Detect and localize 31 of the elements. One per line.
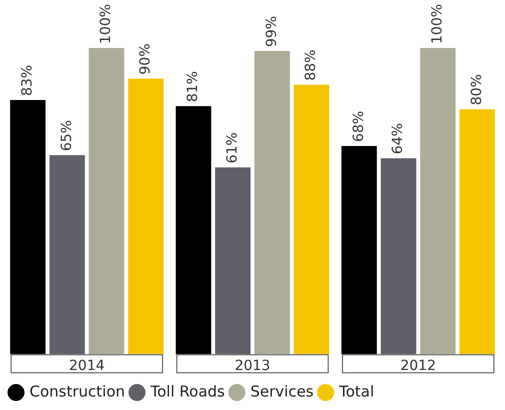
bar <box>380 158 416 354</box>
bar <box>10 100 46 354</box>
data-label: 99% <box>264 16 280 48</box>
data-label: 64% <box>390 123 406 154</box>
legend-label: Services <box>250 382 314 400</box>
x-tick-label: 2014 <box>69 358 105 374</box>
bar <box>176 106 212 354</box>
data-label: 61% <box>224 132 240 164</box>
legend-label: Toll Roads <box>150 382 226 400</box>
legend-label: Total <box>338 382 374 400</box>
x-tick-label: 2012 <box>400 358 436 374</box>
bar <box>128 78 164 354</box>
bar <box>459 109 495 354</box>
data-label: 88% <box>303 50 320 81</box>
data-label: 80% <box>468 74 485 106</box>
bar <box>215 167 251 354</box>
data-label: 81% <box>185 71 202 102</box>
legend-label: Construction <box>30 382 126 400</box>
data-label: 68% <box>350 110 367 142</box>
bar <box>254 51 290 354</box>
data-label: 90% <box>137 43 154 75</box>
bar <box>341 146 377 354</box>
data-label: 83% <box>19 64 36 96</box>
bar <box>420 48 456 354</box>
data-label: 65% <box>58 120 75 152</box>
x-tick-label: 2013 <box>234 358 270 374</box>
bar <box>49 155 85 354</box>
bar <box>88 48 124 354</box>
bar <box>294 84 330 354</box>
data-label: 100% <box>98 4 114 44</box>
data-label: 100% <box>429 4 446 44</box>
